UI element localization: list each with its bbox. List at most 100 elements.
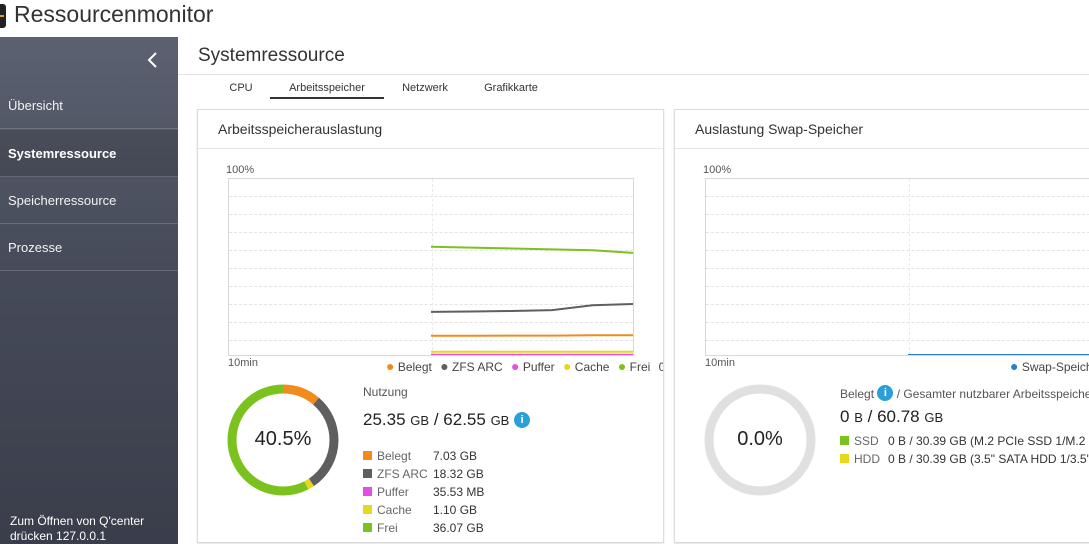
color-swatch [840, 436, 849, 445]
gridline [706, 196, 1089, 197]
swap-total-label: / Gesamter nutzbarer Arbeitsspeicher [896, 387, 1089, 401]
swap-total-value: 60.78 [877, 407, 920, 426]
legend-label: Belegt [397, 360, 432, 374]
sidebar-item-processes[interactable]: Prozesse [0, 224, 178, 271]
tab-graphics-card[interactable]: Grafikkarte [484, 82, 538, 94]
series-line-zfs-arc [430, 303, 633, 313]
memory-breakdown: Belegt 7.03 GB ZFS ARC 18.32 GB Puffer 35.5… [363, 447, 484, 537]
tab-network[interactable]: Netzwerk [402, 82, 448, 94]
sidebar-item-overview[interactable]: Übersicht [0, 82, 178, 129]
gridline [909, 179, 910, 355]
qcenter-hint-line1: Zum Öffnen von Q'center [10, 514, 145, 528]
sidebar: Übersicht Systemressource Speicherressou… [0, 37, 178, 544]
legend-dot-icon: ● [617, 358, 627, 374]
legend-item-belegt[interactable]: ● Belegt [386, 358, 432, 374]
breakdown-name: Puffer [377, 485, 409, 499]
donut-segment-frei [227, 384, 339, 496]
breakdown-row: HDD 0 B / 30.39 GB (3.5" SATA HDD 1/3.5" … [840, 450, 1089, 468]
main-content: Systemressource CPU Arbeitsspeicher Netz… [178, 37, 1089, 544]
header-divider [178, 74, 1089, 75]
panel-divider [675, 148, 1089, 149]
gridline [432, 179, 433, 355]
memory-y-max-label: 100% [226, 164, 255, 176]
qcenter-hint: Zum Öffnen von Q'center drücken 127.0.0.… [10, 514, 144, 544]
breakdown-row: Puffer 35.53 MB [363, 483, 484, 501]
legend-item-cache[interactable]: ● Cache [563, 359, 610, 374]
swap-line-chart [908, 354, 1089, 355]
legend-item-frei[interactable]: ● Frei [617, 358, 651, 374]
legend-label: Swap-Speicher [1021, 360, 1089, 374]
series-line-belegt [431, 334, 633, 337]
swap-legend: ● Swap-Speicher [1005, 359, 1089, 374]
memory-line-chart [430, 245, 633, 355]
sidebar-item-storage-resource[interactable]: Speicherressource [0, 177, 178, 224]
breakdown-name: Frei [377, 521, 398, 535]
breakdown-name: HDD [854, 452, 880, 466]
panel-divider [198, 148, 663, 149]
swap-devices: SSD 0 B / 30.39 GB (M.2 PCIe SSD 1/M.2 PC… [840, 432, 1089, 468]
legend-label: Frei [629, 360, 651, 374]
breakdown-value: 36.07 GB [433, 521, 484, 535]
breakdown-row: SSD 0 B / 30.39 GB (M.2 PCIe SSD 1/M.2 PC… [840, 432, 1089, 450]
color-swatch [363, 523, 372, 532]
memory-legend: ● Belegt ● ZFS ARC ● Puffer ● Cache ● Fr… [381, 358, 663, 374]
memory-separator: / [433, 410, 439, 429]
tab-memory[interactable]: Arbeitsspeicher [270, 77, 384, 99]
color-swatch [840, 454, 849, 463]
breakdown-value: 0 B / 30.39 GB (M.2 PCIe SSD 1/M.2 PCIe … [888, 434, 1089, 448]
memory-x-left-label: 10min [228, 357, 258, 369]
info-icon[interactable]: i [514, 412, 531, 428]
legend-item-zfs-arc[interactable]: ● ZFS ARC [440, 359, 502, 374]
gridline [706, 322, 1089, 323]
gridline [706, 232, 1089, 233]
breakdown-value: 7.03 GB [433, 449, 478, 463]
app-title: Ressourcenmonitor [14, 1, 214, 27]
breakdown-name: Belegt [377, 449, 412, 463]
swap-donut-percent: 0.0% [737, 428, 783, 450]
gridline [706, 250, 1089, 251]
app-logo-icon [0, 4, 6, 28]
memory-usage-value: 25.35 GB / 62.55 GB i [363, 410, 531, 430]
memory-panel-title: Arbeitsspeicherauslastung [218, 121, 383, 137]
breakdown-value: 35.53 MB [433, 485, 485, 499]
breakdown-value: 18.32 GB [433, 467, 484, 481]
gridline [706, 268, 1089, 269]
swap-donut-track [704, 384, 816, 496]
color-swatch [363, 469, 372, 478]
swap-y-max-label: 100% [703, 164, 732, 176]
swap-x-left-label: 10min [705, 357, 735, 369]
swap-panel-title: Auslastung Swap-Speicher [695, 121, 864, 137]
swap-chart-area [705, 178, 1089, 356]
gridline [229, 286, 633, 287]
breakdown-row: Frei 36.07 GB [363, 519, 484, 537]
collapse-sidebar-button[interactable] [140, 47, 166, 73]
info-icon[interactable]: i [877, 385, 894, 401]
gridline [229, 322, 633, 323]
memory-used-unit: GB [410, 413, 430, 428]
memory-used-value: 25.35 [363, 410, 406, 429]
breakdown-row: Cache 1.10 GB [363, 501, 484, 519]
swap-used-label: Belegt [840, 387, 875, 401]
memory-chart-area [228, 178, 634, 356]
color-swatch [363, 487, 372, 496]
legend-label: Cache [574, 360, 610, 374]
breakdown-value: 0 B / 30.39 GB (3.5" SATA HDD 1/3.5" SAT… [888, 452, 1089, 466]
swap-donut-chart [704, 384, 816, 496]
sidebar-item-system-resource[interactable]: Systemressource [0, 130, 178, 177]
memory-x-right-label: 0 [659, 360, 663, 374]
legend-item-puffer[interactable]: ● Puffer [511, 359, 555, 374]
memory-donut-chart [227, 384, 339, 496]
breakdown-row: Belegt 7.03 GB [363, 447, 484, 465]
legend-dot-icon: ● [386, 358, 395, 374]
swap-usage-label: Belegt i / Gesamter nutzbarer Arbeitsspe… [840, 385, 1089, 401]
breakdown-row: ZFS ARC 18.32 GB [363, 465, 484, 483]
title-bar: Ressourcenmonitor [0, 0, 1089, 37]
gridline [229, 268, 633, 269]
swap-total-unit: GB [924, 410, 944, 425]
tab-cpu[interactable]: CPU [229, 82, 253, 94]
gridline [229, 340, 633, 341]
breakdown-name: SSD [854, 434, 879, 448]
legend-item-swap[interactable]: ● Swap-Speicher [1010, 359, 1089, 374]
gridline [706, 286, 1089, 287]
series-line-frei [430, 245, 633, 254]
